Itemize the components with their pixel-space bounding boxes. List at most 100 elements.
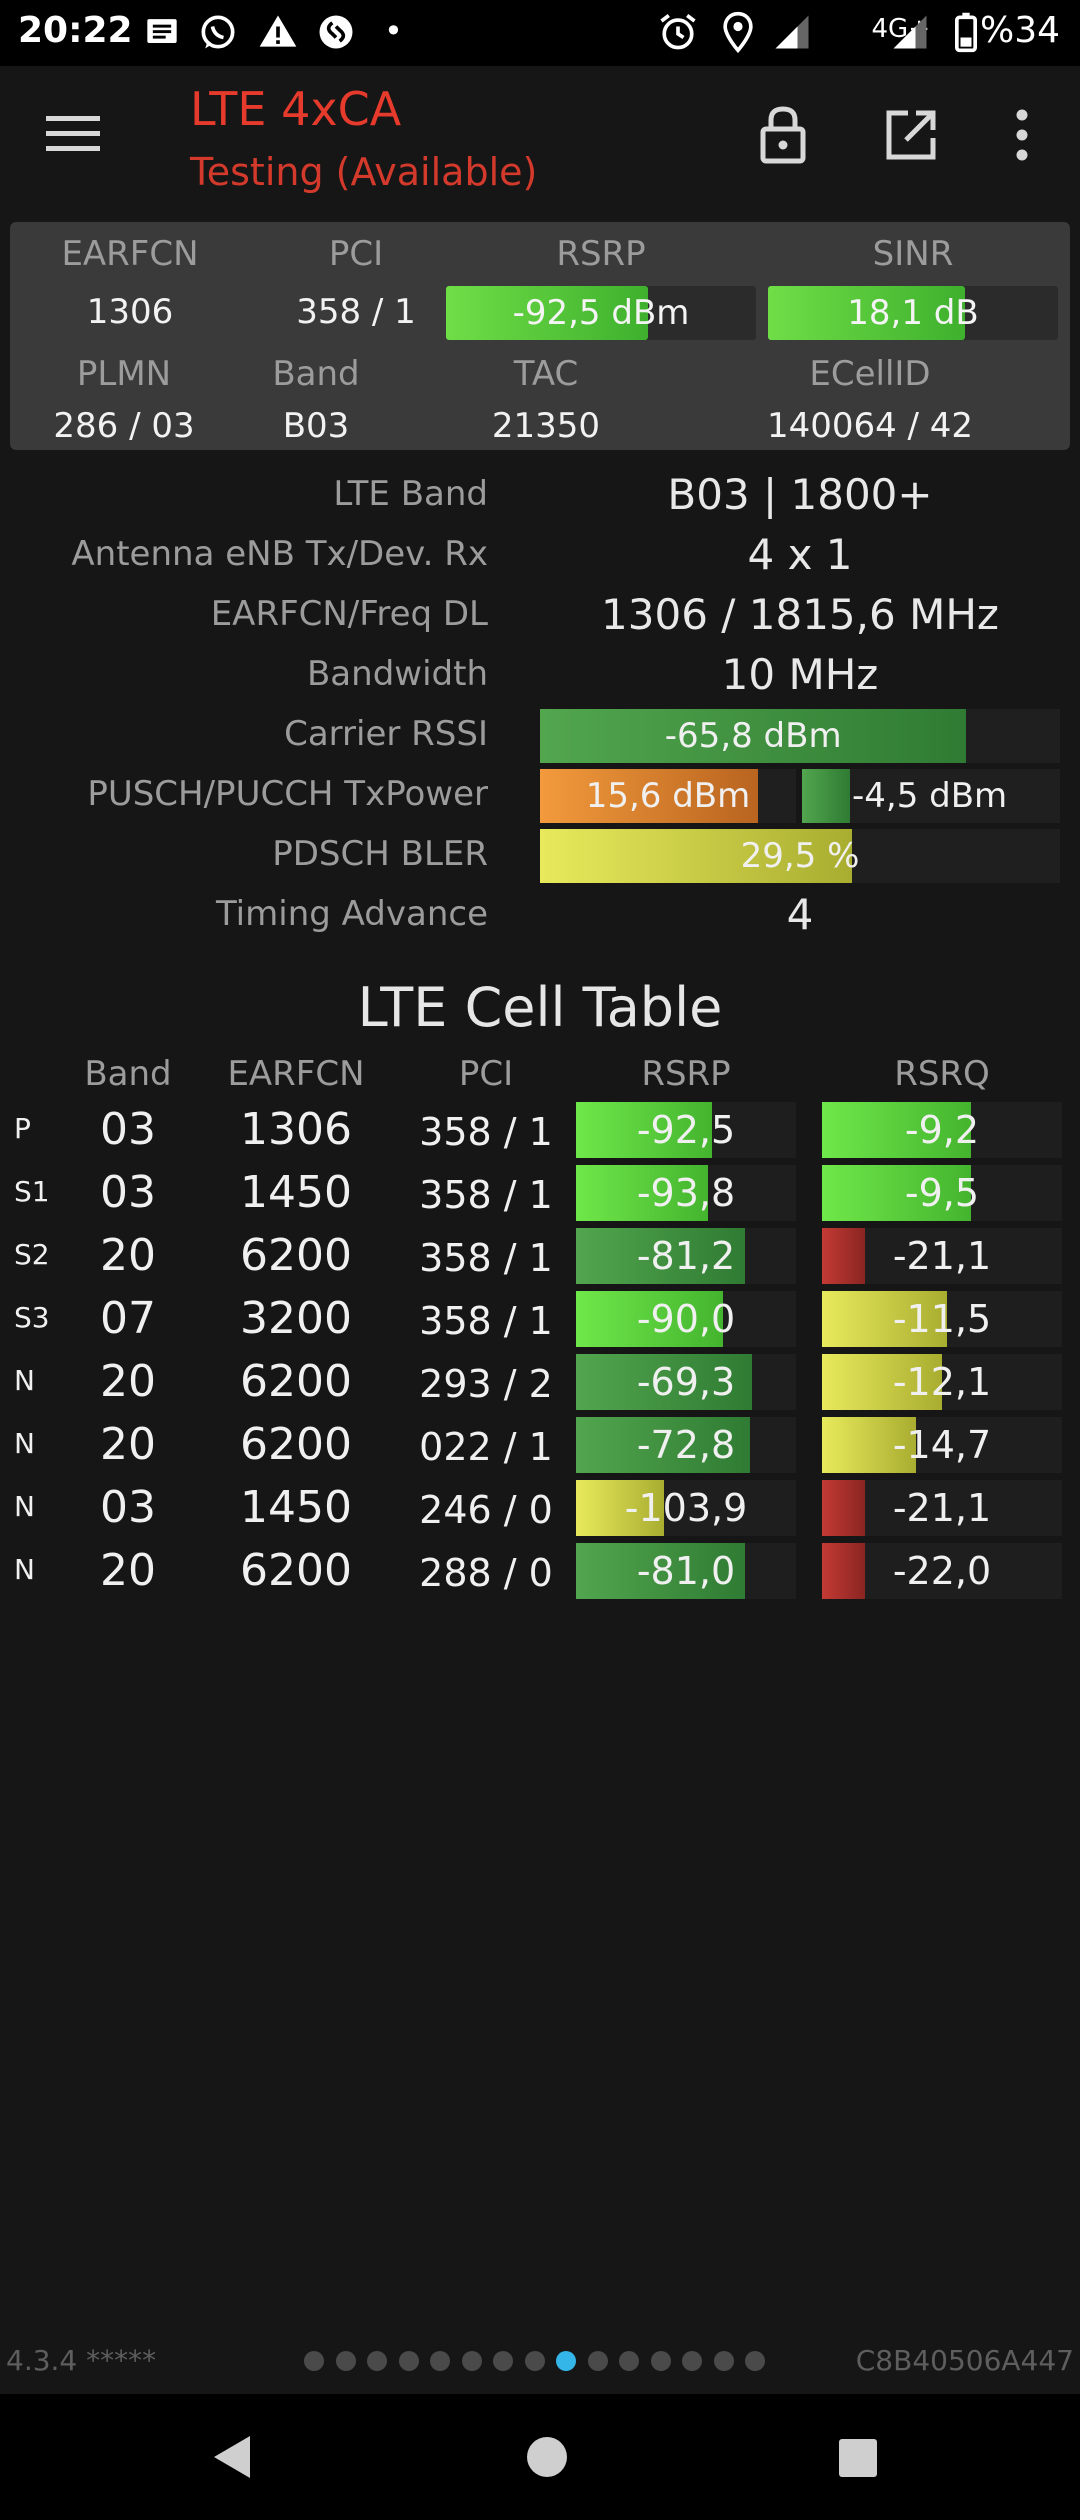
back-icon[interactable] — [212, 2434, 252, 2480]
cell-band: 03 — [100, 1482, 156, 1533]
summary-sinr-bar: 18,1 dB — [768, 286, 1058, 340]
device-id: C8B40506A447 — [855, 2344, 1074, 2377]
page-dot[interactable] — [587, 2351, 608, 2371]
cell-earfcn: 3200 — [240, 1293, 352, 1344]
cell-pci: 358 / 1 — [419, 1236, 553, 1280]
summary-rsrp-label: RSRP — [556, 234, 646, 274]
summary-sinr-bar-fill — [768, 286, 966, 340]
signal-icon — [775, 15, 809, 49]
cell-table-title: LTE Cell Table — [357, 976, 723, 1039]
page-dot[interactable] — [713, 2351, 734, 2371]
location-icon — [723, 11, 753, 54]
header-rsrp: RSRP — [641, 1054, 731, 1094]
summary-ecellid: 140064 / 42 — [766, 406, 974, 446]
page-dot[interactable] — [619, 2351, 639, 2371]
rsrp-bar: -92,5 — [576, 1102, 796, 1158]
table-row: S1 03 1450 358 / 1 -93,8 -9,5 — [0, 1163, 1080, 1225]
more-vert-icon[interactable] — [1012, 108, 1032, 162]
menu-icon[interactable] — [46, 114, 100, 154]
cell-pci: 288 / 0 — [419, 1551, 553, 1595]
status-bar — [0, 0, 1080, 66]
page-dot[interactable] — [367, 2351, 387, 2371]
pdsch-bler-label: PDSCH BLER — [272, 834, 488, 874]
pdsch-bler-bar-fill — [540, 829, 852, 883]
page-dot-active[interactable] — [556, 2351, 576, 2371]
pusch-txpower-bar-fill — [540, 769, 758, 823]
rsrp-bar-fill — [576, 1417, 750, 1473]
battery-icon — [955, 12, 977, 53]
rsrq-bar: -21,1 — [822, 1228, 1062, 1284]
cell-type: N — [14, 1490, 35, 1523]
pusch-txpower-value: 15,6 dBm — [585, 776, 751, 816]
pdsch-bler-bar: 29,5 % — [540, 829, 1060, 883]
table-row: N 20 6200 022 / 1 -72,8 -14,7 — [0, 1415, 1080, 1477]
rsrp-bar-fill — [576, 1480, 664, 1536]
page-dot[interactable] — [650, 2351, 671, 2371]
rsrp-bar-fill — [576, 1354, 752, 1410]
header-rsrq: RSRQ — [894, 1054, 990, 1094]
rsrp-bar-fill — [576, 1228, 746, 1284]
earfcn-freq-value: 1306 / 1815,6 MHz — [601, 590, 999, 639]
table-row: N 20 6200 293 / 2 -69,3 -12,1 — [0, 1352, 1080, 1414]
cell-band: 03 — [100, 1167, 156, 1218]
cell-band: 07 — [100, 1293, 156, 1344]
cell-pci: 022 / 1 — [419, 1425, 553, 1469]
summary-earfcn: 1306 — [86, 292, 174, 332]
rsrq-value: -11,5 — [892, 1297, 992, 1341]
page-dot[interactable] — [461, 2351, 482, 2371]
rsrp-bar: -93,8 — [576, 1165, 796, 1221]
open-external-icon[interactable] — [884, 108, 938, 162]
summary-sinr-value: 18,1 dB — [847, 293, 979, 333]
rsrp-value: -90,0 — [636, 1297, 736, 1341]
cell-earfcn: 6200 — [240, 1230, 352, 1281]
alarm-icon — [660, 14, 696, 50]
cell-pci: 358 / 1 — [419, 1299, 553, 1343]
rsrp-value: -93,8 — [636, 1171, 736, 1215]
cell-type: S2 — [14, 1238, 50, 1271]
rsrp-bar: -72,8 — [576, 1417, 796, 1473]
header-earfcn: EARFCN — [227, 1054, 365, 1094]
cell-band: 20 — [100, 1230, 156, 1281]
lock-icon[interactable] — [758, 104, 808, 164]
cell-band: 03 — [100, 1104, 156, 1155]
home-icon[interactable] — [526, 2436, 568, 2478]
recents-icon[interactable] — [838, 2438, 878, 2478]
rsrp-value: -81,2 — [636, 1234, 736, 1278]
cell-type: N — [14, 1364, 35, 1397]
header-pci: PCI — [458, 1054, 514, 1094]
page-dot[interactable] — [430, 2351, 450, 2371]
summary-tac-label: TAC — [513, 354, 579, 394]
page-dot[interactable] — [682, 2351, 702, 2371]
carrier-rssi-bar-fill — [540, 709, 967, 763]
rsrq-value: -22,0 — [892, 1549, 992, 1593]
cell-type: S3 — [14, 1301, 50, 1334]
table-row: P 03 1306 358 / 1 -92,5 -9,2 — [0, 1100, 1080, 1162]
page-dot[interactable] — [493, 2351, 513, 2371]
rsrq-bar-fill — [822, 1543, 866, 1599]
page-dot[interactable] — [524, 2351, 545, 2371]
rsrp-value: -69,3 — [636, 1360, 736, 1404]
page-dot[interactable] — [335, 2351, 356, 2371]
rsrq-bar: -14,7 — [822, 1417, 1062, 1473]
page-dot[interactable] — [398, 2351, 419, 2371]
cell-pci: 358 / 1 — [419, 1110, 553, 1154]
rsrp-bar-fill — [576, 1165, 708, 1221]
pucch-txpower-bar: -4,5 dBm — [802, 769, 1060, 823]
app-subtitle: Testing (Available) — [190, 150, 538, 194]
summary-earfcn-label: EARFCN — [61, 234, 199, 274]
lte-band-value: B03 | 1800+ — [667, 470, 933, 519]
summary-rsrp-value: -92,5 dBm — [512, 293, 690, 333]
cell-earfcn: 1450 — [240, 1482, 352, 1533]
rsrq-bar-fill — [822, 1228, 866, 1284]
rsrq-value: -21,1 — [892, 1234, 992, 1278]
shazam-icon — [319, 15, 353, 49]
summary-rsrp-bar-fill — [446, 286, 648, 340]
page-dot[interactable] — [304, 2351, 324, 2371]
cell-band: 20 — [100, 1545, 156, 1596]
pucch-txpower-value: -4,5 dBm — [852, 776, 1008, 816]
table-row: N 03 1450 246 / 0 -103,9 -21,1 — [0, 1478, 1080, 1540]
rsrp-bar: -81,0 — [576, 1543, 796, 1599]
signal-icon — [893, 15, 927, 49]
page-dot[interactable] — [745, 2351, 765, 2371]
rsrq-bar-fill — [822, 1480, 866, 1536]
